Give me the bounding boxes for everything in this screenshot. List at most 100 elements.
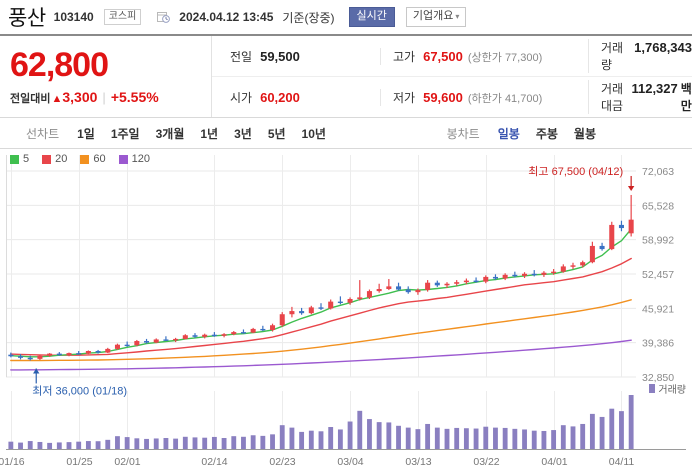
- market-badge: 코스피: [103, 8, 142, 26]
- candle-body: [231, 332, 237, 335]
- candle-body: [618, 224, 624, 229]
- candle-body: [95, 350, 101, 353]
- volume-bar: [318, 431, 324, 449]
- x-axis-label-3: 02/14: [201, 456, 227, 468]
- candle-body: [531, 273, 537, 276]
- tab-linechart-2[interactable]: 3개월: [155, 126, 185, 141]
- moving-average-legend: 5 20 60 120: [10, 153, 159, 165]
- tab-linechart-3[interactable]: 1년: [200, 126, 219, 141]
- candle-body: [105, 348, 111, 353]
- page-header: 풍산 103140 코스피 2024.04.12 13:45 기준(장중) 실시…: [0, 0, 692, 34]
- volume-legend-swatch: [649, 384, 656, 393]
- candle-body: [425, 282, 431, 291]
- volume-bar: [541, 430, 547, 449]
- volume-bar: [105, 439, 111, 449]
- volume-bar: [115, 436, 120, 449]
- line-chart-tabgroup: 선차트 1일 1주일 3개월 1년 3년 5년 10년: [26, 125, 334, 142]
- volume-label: 거래량: [601, 41, 624, 72]
- candle-body: [8, 354, 14, 357]
- y-axis-label-6: 32,850: [642, 372, 674, 384]
- volume-bar: [241, 436, 246, 449]
- volume-bar: [493, 427, 498, 449]
- low-label: 저가: [393, 90, 416, 105]
- candle-body: [163, 339, 169, 341]
- volume-bar: [454, 427, 460, 449]
- ma-legend-swatch-60: [80, 154, 90, 164]
- volume-bar: [463, 428, 469, 449]
- company-overview-button[interactable]: 기업개요 ▾: [405, 6, 467, 28]
- candle-body: [347, 298, 353, 303]
- x-axis-label-8: 04/01: [541, 456, 567, 468]
- candle-body: [202, 334, 208, 337]
- y-axis-label-0: 72,063: [642, 166, 674, 178]
- candle-body: [502, 274, 508, 279]
- tab-linechart-4[interactable]: 3년: [234, 126, 252, 141]
- candle-body: [308, 307, 314, 314]
- stock-chart[interactable]: 5 20 60 120 거래량 72,063 65,528 58,992 52,457 45,…: [0, 149, 692, 469]
- candle-body: [260, 328, 266, 331]
- volume-bar: [231, 436, 237, 449]
- candle-body: [434, 282, 440, 286]
- candle-body: [415, 290, 421, 293]
- chart-canvas[interactable]: 72,063 65,528 58,992 52,457 45,921 39,386 32,8…: [0, 149, 692, 469]
- volume-bar: [386, 422, 392, 449]
- volume-bar: [76, 441, 82, 449]
- x-axis-label-0: 01/16: [0, 456, 25, 468]
- lower-limit-text: (하한가 41,700): [467, 92, 543, 105]
- candle-chart-title: 봉차트: [446, 126, 480, 141]
- change-value: 3,300: [62, 88, 98, 105]
- realtime-button[interactable]: 실시간: [348, 6, 395, 28]
- tab-linechart-5[interactable]: 5년: [267, 126, 286, 141]
- candle-body: [386, 286, 392, 290]
- candle-body: [144, 341, 150, 343]
- tab-linechart-1[interactable]: 1주일: [110, 126, 140, 141]
- volume-bar: [337, 429, 343, 449]
- volume-bar: [299, 431, 305, 449]
- volume-bar: [425, 423, 431, 449]
- candle-body: [289, 311, 295, 315]
- tab-linechart-6[interactable]: 10년: [301, 126, 326, 141]
- triangle-up-icon: ▲: [51, 92, 63, 105]
- volume-bar: [289, 427, 295, 449]
- high-cell: 고가 67,500 (상한가 77,300): [380, 47, 588, 65]
- volume-bar: [512, 428, 518, 449]
- candle-body: [609, 224, 615, 250]
- volume-bar: [47, 442, 53, 449]
- y-axis-label-3: 52,457: [642, 269, 674, 281]
- divider: |: [102, 89, 106, 105]
- candle-body: [240, 332, 246, 334]
- volume-bar: [182, 436, 188, 449]
- open-value: 60,200: [260, 89, 300, 105]
- candle-body: [279, 314, 285, 326]
- y-axis-label-2: 58,992: [642, 235, 674, 247]
- volume-legend: 거래량: [649, 381, 686, 396]
- tab-candlechart-2[interactable]: 월봉: [573, 126, 596, 141]
- candle-body: [134, 341, 140, 346]
- candle-chart-options: 일봉 주봉 월봉: [490, 125, 604, 142]
- volume-bar: [27, 441, 33, 449]
- quote-details: 전일 59,500 고가 67,500 (상한가 77,300) 거래량 1,7…: [212, 36, 692, 117]
- candle-body: [376, 289, 382, 292]
- trade-amount-value: 112,327: [631, 81, 678, 96]
- change-percent: +5.55%: [110, 88, 159, 105]
- trade-amount-label: 거래대금: [601, 82, 624, 113]
- volume-bar: [202, 437, 208, 449]
- ma-legend-label-5: 5: [23, 153, 30, 165]
- volume-bar: [18, 442, 23, 449]
- volume-bar: [522, 429, 527, 449]
- ma-legend-swatch-5: [10, 154, 19, 164]
- prev-close-value: 59,500: [260, 48, 300, 64]
- low-value: 59,600: [423, 89, 463, 105]
- tab-candlechart-0[interactable]: 일봉: [497, 126, 520, 141]
- ma-line-ma20: [10, 257, 632, 356]
- tab-candlechart-1[interactable]: 주봉: [535, 126, 558, 141]
- timestamp-suffix: 기준(장중): [282, 10, 335, 25]
- ma-legend-label-60: 60: [93, 153, 106, 165]
- volume-bar: [502, 427, 508, 449]
- candle-body: [541, 272, 547, 275]
- volume-bar: [599, 416, 605, 449]
- candle-body: [85, 350, 91, 354]
- tab-linechart-0[interactable]: 1일: [77, 126, 95, 141]
- volume-bar: [396, 425, 401, 449]
- ma-legend-item-120: 120: [118, 153, 150, 165]
